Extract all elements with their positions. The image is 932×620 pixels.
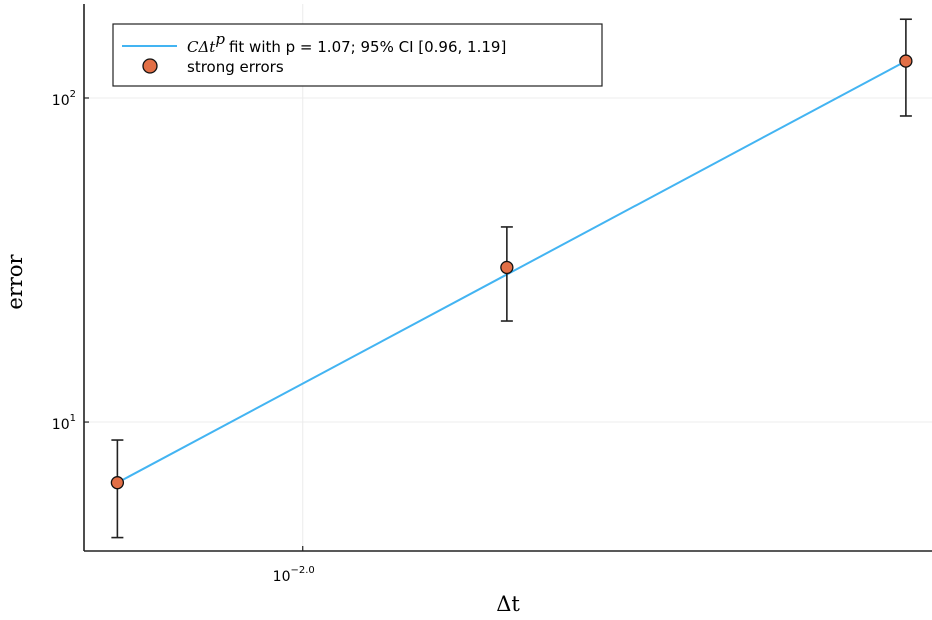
legend-errors-label: strong errors [187,58,284,76]
legend-marker-swatch [142,58,158,74]
data-point [110,476,125,490]
legend: CΔtp fit with p = 1.07; 95% CI [0.96, 1.1… [112,23,603,87]
series [110,18,913,539]
legend-fit-label: CΔtp fit with p = 1.07; 95% CI [0.96, 1.1… [187,30,506,56]
y-tick-label: 102 [52,89,76,109]
legend-box [112,23,603,87]
grid-lines [84,4,932,551]
data-point [899,54,913,68]
tick-labels: 10−2.010−1.5101102 [52,89,315,585]
axes [83,4,932,552]
y-tick-label: 101 [52,413,76,433]
x-tick-label: 10−2.0 [273,565,315,585]
x-axis-label: Δt [496,592,520,616]
data-point [500,260,514,275]
y-axis-label: error [3,253,27,309]
